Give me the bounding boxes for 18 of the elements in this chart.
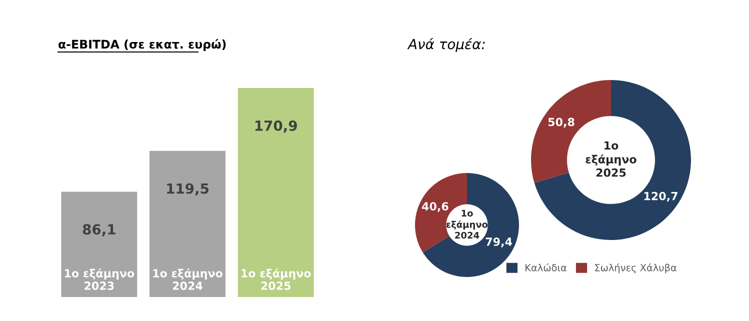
chart-title: Ανά τομέα: [407,38,485,52]
donut-slice [422,173,519,277]
legend-label: Καλώδια [526,263,566,272]
legend-label: Σωλήνες Χάλυβα [595,263,676,274]
text: 1ο εξάμηνο 2024 [446,210,488,239]
donut-slice [534,80,691,240]
chart-title: α-EBITDA (σε εκατ. ευρώ) [58,39,226,51]
x-tick-label: 1ο εξάμηνο 2025 [242,268,311,290]
x-tick-label: 1ο εξάμηνο 2024 [153,268,222,290]
text: 1ο εξάμηνο 2025 [586,141,636,177]
data-label: 86,1 [82,224,116,236]
data-label: 119,5 [167,183,208,196]
data-label: 120,7 [644,192,678,202]
data-label: 170,9 [255,120,297,133]
data-label: 50,8 [548,118,574,128]
data-label: 79,4 [486,238,512,248]
data-label: 40,6 [422,202,448,212]
x-tick-label: 1ο εξάμηνο 2023 [64,268,134,290]
